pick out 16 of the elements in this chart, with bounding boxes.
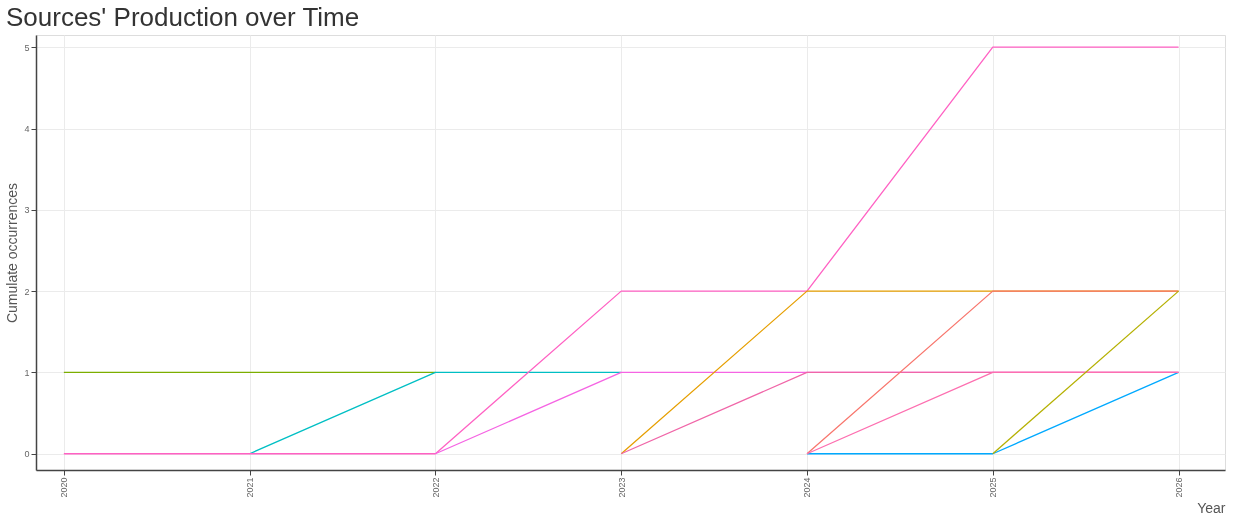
- y-tick-label: 1: [24, 367, 30, 378]
- x-tick-label: 2021: [245, 477, 256, 498]
- x-tick-label: 2024: [802, 477, 813, 498]
- x-tick-label: 2025: [988, 477, 999, 498]
- y-axis-title: Cumulate occurrences: [4, 182, 21, 324]
- chart-title: Sources' Production over Time: [5, 2, 360, 32]
- y-tick-label: 3: [24, 205, 30, 216]
- y-tick-label: 0: [24, 449, 30, 460]
- y-tick-label: 4: [24, 124, 30, 134]
- x-axis-title: Year: [1197, 499, 1226, 516]
- y-tick-label: 5: [24, 42, 30, 53]
- y-tick-label: 2: [24, 286, 30, 297]
- x-tick-label: 2023: [616, 477, 627, 498]
- x-tick-label: 2022: [430, 477, 441, 498]
- x-tick-label: 2026: [1174, 477, 1185, 498]
- x-tick-label: 2020: [59, 477, 70, 498]
